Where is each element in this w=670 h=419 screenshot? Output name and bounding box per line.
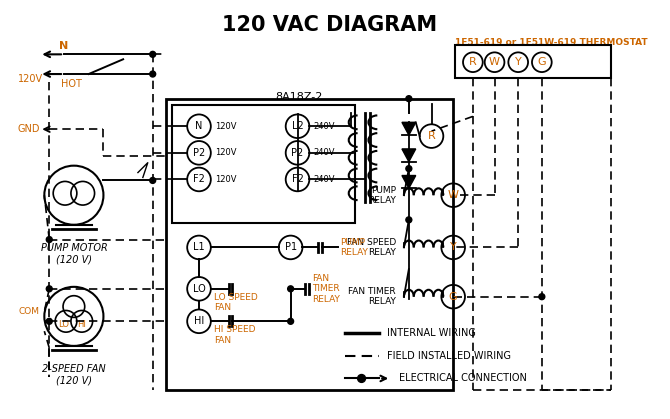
Text: COM: COM — [18, 307, 40, 316]
Text: FAN SPEED
RELAY: FAN SPEED RELAY — [347, 238, 396, 257]
Text: N: N — [60, 41, 68, 52]
Text: FAN TIMER
RELAY: FAN TIMER RELAY — [348, 287, 396, 306]
Text: GND: GND — [17, 124, 40, 134]
Text: PUMP
RELAY: PUMP RELAY — [340, 238, 368, 257]
Text: LO SPEED
FAN: LO SPEED FAN — [214, 293, 257, 312]
Polygon shape — [402, 176, 416, 188]
Polygon shape — [402, 149, 416, 162]
Text: 240V: 240V — [314, 175, 335, 184]
Text: F2: F2 — [291, 174, 304, 184]
Text: R: R — [427, 131, 436, 141]
Text: HI SPEED
FAN: HI SPEED FAN — [214, 326, 255, 345]
Text: HI: HI — [77, 320, 86, 329]
Circle shape — [46, 286, 52, 292]
Circle shape — [150, 71, 155, 77]
Text: INTERNAL WIRING: INTERNAL WIRING — [387, 328, 476, 338]
Text: LO: LO — [193, 284, 206, 294]
Text: L2: L2 — [291, 121, 304, 131]
Text: LO: LO — [58, 320, 70, 329]
Circle shape — [150, 178, 155, 184]
Circle shape — [406, 166, 412, 171]
Text: 240V: 240V — [314, 122, 335, 131]
Text: N: N — [196, 121, 203, 131]
Text: P2: P2 — [291, 148, 304, 158]
Text: 120V: 120V — [215, 122, 237, 131]
Text: FAN
TIMER
RELAY: FAN TIMER RELAY — [312, 274, 340, 304]
Bar — [455, 46, 611, 78]
Circle shape — [406, 217, 412, 223]
Text: G: G — [449, 292, 458, 302]
Bar — [172, 105, 354, 223]
Circle shape — [287, 286, 293, 292]
Text: L1: L1 — [193, 243, 205, 252]
Text: P2: P2 — [193, 148, 205, 158]
Circle shape — [358, 375, 366, 383]
Circle shape — [406, 96, 412, 102]
Circle shape — [46, 318, 52, 324]
Text: 120V: 120V — [215, 148, 237, 158]
Text: P1: P1 — [285, 243, 297, 252]
Text: Y: Y — [450, 243, 456, 252]
Text: R: R — [469, 57, 477, 67]
Text: G: G — [537, 57, 546, 67]
Text: 120V: 120V — [17, 74, 43, 84]
Circle shape — [150, 52, 155, 57]
Text: HOT: HOT — [61, 79, 82, 89]
Text: ELECTRICAL CONNECTION: ELECTRICAL CONNECTION — [399, 373, 527, 383]
Text: FIELD INSTALLED WIRING: FIELD INSTALLED WIRING — [387, 351, 511, 361]
Text: Y: Y — [515, 57, 521, 67]
Text: W: W — [448, 190, 459, 200]
Circle shape — [287, 318, 293, 324]
Text: 8A18Z-2: 8A18Z-2 — [275, 92, 322, 102]
Text: 2-SPEED FAN
(120 V): 2-SPEED FAN (120 V) — [42, 364, 106, 385]
Text: W: W — [489, 57, 500, 67]
Polygon shape — [402, 122, 416, 135]
Circle shape — [46, 237, 52, 243]
Bar — [165, 98, 453, 390]
Text: 1F51-619 or 1F51W-619 THERMOSTAT: 1F51-619 or 1F51W-619 THERMOSTAT — [456, 38, 648, 47]
Text: F2: F2 — [193, 174, 205, 184]
Text: 120V: 120V — [215, 175, 237, 184]
Text: HI: HI — [194, 316, 204, 326]
Text: 120 VAC DIAGRAM: 120 VAC DIAGRAM — [222, 15, 438, 35]
Circle shape — [539, 294, 545, 300]
Text: 240V: 240V — [314, 148, 335, 158]
Text: PUMP MOTOR
(120 V): PUMP MOTOR (120 V) — [40, 243, 107, 264]
Text: PUMP
RELAY: PUMP RELAY — [368, 186, 396, 205]
